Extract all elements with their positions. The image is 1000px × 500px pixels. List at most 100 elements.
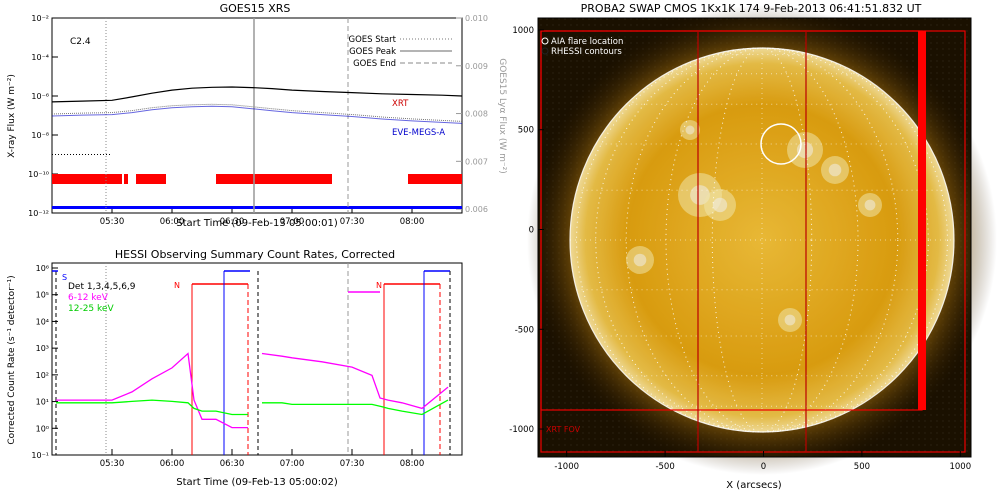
- swap-frame: [537, 17, 972, 458]
- hessi-y-axis: 10⁶ 10⁵ 10⁴ 10³ 10² 10¹ 10⁰ 10⁻¹: [31, 264, 58, 460]
- goes-right-tick-label: 0.008: [465, 110, 488, 119]
- hessi-x-tick-label: 06:00: [160, 459, 185, 469]
- goes-left-tick-label: 10⁻⁶: [31, 92, 49, 101]
- sun-limb: [569, 47, 955, 433]
- swap-legend-aia-marker: [541, 37, 549, 45]
- hessi-x-tick-label: 07:30: [340, 459, 365, 469]
- swap-legend-aia: AIA flare location: [551, 37, 623, 47]
- goes-x-tick-label: 08:00: [400, 217, 425, 227]
- aia-flare-location-circle: [760, 123, 802, 165]
- swap-legend-rhessi-marker: [541, 47, 549, 55]
- hessi-plot-frame: [51, 262, 463, 456]
- swap-y-tick-label: 500: [518, 126, 534, 136]
- hessi-legend-det: Det 1,3,4,5,6,9: [68, 282, 136, 292]
- goes-legend-start: GOES Start: [348, 35, 396, 45]
- hessi-title: HESSI Observing Summary Count Rates, Cor…: [115, 248, 395, 261]
- goes-left-tick-label: 10⁻¹²: [28, 209, 49, 218]
- goes-right-tick-label: 0.006: [465, 205, 488, 214]
- longitude-line: [595, 47, 929, 433]
- hessi-panel: HESSI Observing Summary Count Rates, Cor…: [7, 248, 463, 488]
- goes-x-tick-label: 07:00: [280, 217, 305, 227]
- hessi-series-group: [52, 263, 451, 455]
- goes-legend: GOES Start GOES Peak GOES End: [348, 35, 452, 69]
- goes-x-tick-label: 06:00: [160, 217, 185, 227]
- hessi-x-tick-label: 07:00: [280, 459, 305, 469]
- active-region-core: [685, 125, 695, 135]
- goes-legend-peak: GOES Peak: [349, 47, 396, 57]
- goes-left-axis-label: X-ray Flux (W m⁻²): [7, 74, 17, 158]
- goes-x-tick-label: 06:30: [220, 217, 245, 227]
- goes-title: GOES15 XRS: [220, 2, 291, 15]
- swap-y-tick-label: -1000: [509, 425, 534, 435]
- longitude-line: [665, 47, 859, 433]
- goes-left-tick-label: 10⁻⁸: [31, 131, 49, 140]
- hessi-y-tick-label: 10¹: [36, 398, 49, 407]
- swap-x-tick-label: 500: [854, 462, 870, 472]
- goes-series-label-eve: EVE-MEGS-A: [392, 128, 445, 138]
- swap-y-tick-label: 0: [529, 226, 534, 236]
- hessi-x-tick-label: 05:30: [100, 459, 125, 469]
- xrt-fov-label: XRT FOV: [546, 425, 581, 434]
- goes-flag-red-bar: [124, 174, 128, 184]
- hessi-low-energy-line: [56, 352, 449, 429]
- swap-y-axis: 1000 500 0 -500 -1000: [509, 26, 544, 435]
- longitude-line: [576, 47, 948, 433]
- swap-x-tick-label: 0: [761, 462, 766, 472]
- active-region-core: [864, 199, 876, 211]
- goes-flag-blue-bar: [52, 206, 462, 209]
- xrt-fov-overlay: XRT FOV: [540, 30, 966, 453]
- goes-right-tick-label: 0.009: [465, 62, 488, 71]
- hessi-y-tick-label: 10⁴: [36, 317, 49, 326]
- hessi-x-tick-label: 06:30: [220, 459, 245, 469]
- goes-left-axis: 10⁻² 10⁻⁴ 10⁻⁶ 10⁻⁸ 10⁻¹⁰ 10⁻¹²: [28, 14, 58, 218]
- hessi-y-tick-label: 10⁻¹: [31, 451, 49, 460]
- goes-flag-red-bar: [52, 174, 122, 184]
- active-region-core: [712, 197, 728, 213]
- hessi-y-tick-label: 10⁵: [36, 291, 49, 300]
- active-region-core: [784, 314, 796, 326]
- goes-right-axis-label: GOES15 Lyα Flux (W m⁻²): [497, 58, 507, 174]
- hessi-mark-s: S: [62, 273, 67, 282]
- swap-legend: AIA flare location RHESSI contours: [541, 37, 623, 57]
- hessi-y-tick-label: 10⁰: [36, 424, 49, 433]
- goes-series-label-xrt: XRT: [392, 99, 409, 109]
- goes-x-tick-label: 07:30: [340, 217, 365, 227]
- longitude-line: [625, 47, 899, 433]
- swap-x-axis: -1000 -500 0 500 1000: [554, 451, 971, 472]
- swap-x-tick-label: -500: [655, 462, 674, 472]
- hessi-y-label: Corrected Count Rate (s⁻¹ detector⁻¹): [7, 275, 17, 444]
- goes-x-label: Start Time (09-Feb-13 05:00:01): [176, 218, 338, 229]
- hessi-y-tick-label: 10²: [36, 371, 49, 380]
- goes-legend-end: GOES End: [353, 59, 396, 69]
- goes-xrt-line: [51, 86, 463, 103]
- goes-left-tick-label: 10⁻¹⁰: [28, 170, 49, 179]
- swap-panel: PROBA2 SWAP CMOS 1Kx1K 174 9-Feb-2013 06…: [509, 2, 997, 491]
- hessi-mark-n2: N: [376, 281, 382, 290]
- swap-legend-rhessi: RHESSI contours: [551, 47, 622, 57]
- hessi-x-tick-label: 08:00: [400, 459, 425, 469]
- goes-x-tick-label: 05:30: [100, 217, 125, 227]
- hessi-y-tick-label: 10⁶: [36, 264, 49, 273]
- active-region-core: [828, 163, 842, 177]
- goes-flag-red-bar: [408, 174, 462, 184]
- swap-y-tick-label: -500: [515, 325, 534, 335]
- goes-right-tick-label: 0.007: [465, 157, 488, 166]
- hessi-legend-high: 12-25 keV: [68, 304, 114, 314]
- sun-active-regions: [570, 48, 954, 432]
- active-region-core: [633, 253, 647, 267]
- hessi-x-axis: 05:30 06:00 06:30 07:00 07:30 08:00: [100, 449, 425, 469]
- swap-x-label: X (arcsecs): [726, 480, 782, 491]
- disk-shading: [570, 48, 954, 432]
- hessi-legend-low: 6-12 keV: [68, 293, 109, 303]
- swap-x-tick-label: 1000: [949, 462, 971, 472]
- goes-right-tick-label: 0.010: [465, 14, 488, 23]
- goes-annotation: C2.4: [70, 37, 91, 47]
- swap-y-tick-label: 1000: [512, 26, 534, 36]
- goes-series-group: [51, 18, 463, 213]
- goes-flag-red-bar: [216, 174, 332, 184]
- hessi-mark-n1: N: [174, 281, 180, 290]
- xrt-fov-thick-edge: [918, 31, 926, 410]
- hessi-high-energy-line: [56, 399, 449, 416]
- goes-eve-line-blue: [51, 105, 463, 124]
